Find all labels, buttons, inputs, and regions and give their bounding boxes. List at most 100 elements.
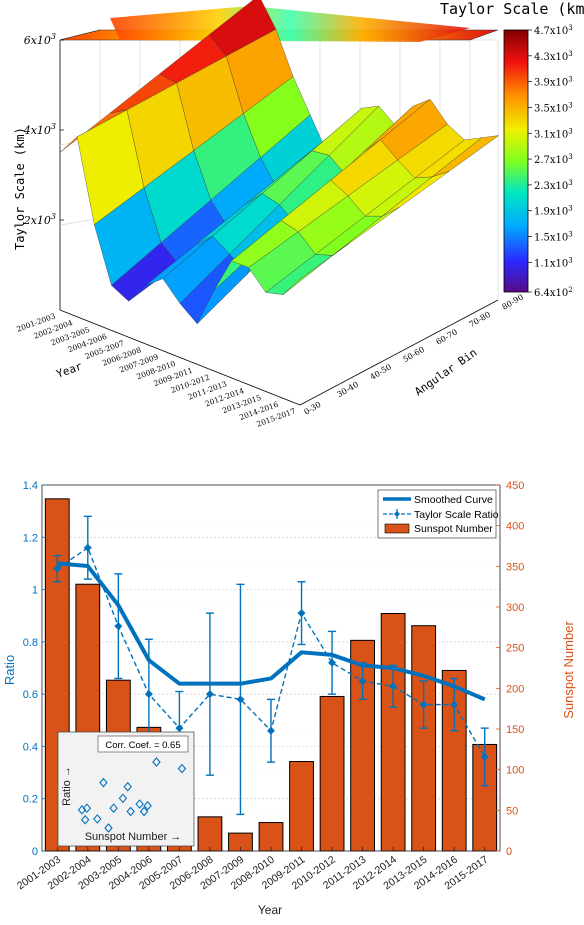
legend: Smoothed Curve Taylor Scale Ratio Sunspo… [377,489,499,539]
inset-point [135,799,144,809]
ratio-marker [419,700,428,709]
ratio-sunspot-chart: 0 0.2 0.4 0.6 0.8 1 1.2 1.4 0 50 100 150 200 250 300 3… [0,470,584,920]
colorbar [503,29,529,293]
ratio-marker [144,690,153,699]
ratio-marker [328,658,337,667]
angular-bin-tick-label: 30-40 [336,380,360,399]
left-tick-label: 0.6 [23,689,38,701]
ratio-marker [236,695,245,704]
surface-plot: Taylor Scale (km) 4.7x103 4.3x103 3.9x103 3… [13,0,584,429]
inset-point [99,777,108,788]
legend-sunspot-label: Sunspot Number [414,523,493,535]
surface [59,0,499,325]
right-tick-label: 200 [506,683,524,695]
inset-point [104,823,113,833]
ratio-marker [389,682,398,691]
right-axis-ticks: 0 50 100 150 200 250 300 350 400 450 [496,480,524,858]
inset-points [77,757,187,833]
sunspot-bar [319,695,345,852]
left-axis-label: Ratio [2,655,17,685]
angular-bin-tick-label: 40-50 [369,362,393,381]
left-tick-label: 0.4 [23,741,38,753]
ratio-marker [450,700,459,709]
year-axis-label: Year [55,359,85,380]
colorbar-title: Taylor Scale (km) [440,0,584,18]
colorbar-tick-label: 3.5x103 [534,101,573,114]
left-tick-label: 0.2 [23,794,38,806]
ratio-marker [83,543,92,552]
colorbar-tick-label: 2.7x103 [534,153,573,166]
z-axis-ticks: 2x103 4x103 6x103 [23,32,64,227]
legend-sunspot-swatch [384,523,410,534]
angular-bin-tick-label: 60-70 [435,327,459,346]
ratio-marker [205,690,214,699]
angular-bin-tick-label: 50-60 [402,345,426,364]
ratio-marker [175,724,184,733]
x-axis-label: Year [258,903,282,917]
right-tick-label: 50 [506,805,518,817]
ratio-marker [480,752,489,761]
colorbar-tick-label: 1.9x103 [534,205,573,218]
sunspot-bar [289,761,314,852]
taylor-scale-surface-chart: Taylor Scale (km) 4.7x103 4.3x103 3.9x103 3… [0,0,584,440]
right-tick-label: 350 [506,561,524,573]
inset-point [139,806,149,817]
colorbar-tick-label: 3.9x103 [534,76,573,89]
year-axis-ticks: 2001-20032002-20042003-20052004-20062005… [15,847,491,892]
inset-point [80,814,90,825]
left-tick-label: 1.4 [23,480,38,492]
right-tick-label: 450 [506,480,524,492]
inset-point [143,800,152,811]
z-axis-label: Taylor Scale (km) [13,127,27,250]
colorbar-tick-label: 1.1x103 [534,256,573,269]
right-tick-label: 0 [506,846,512,858]
sunspot-bar [380,613,406,852]
inset-x-label: Sunspot Number → [85,831,182,843]
left-tick-label: 1.2 [23,532,38,544]
left-tick-label: 0.8 [23,637,38,649]
ratio-marker [358,677,367,686]
right-tick-label: 250 [506,643,524,655]
ratio-sunspot-plot: 0 0.2 0.4 0.6 0.8 1 1.2 1.4 0 50 100 150 200 250 300 3… [2,480,576,917]
z-tick-label: 4x103 [23,122,56,137]
angular-bin-tick-label: 80-90 [501,292,525,311]
inset-point [93,814,102,824]
right-axis-label: Sunspot Number [561,621,576,719]
angular-bin-tick-label: 70-80 [468,310,492,329]
inset-point [126,806,135,817]
inset-point [123,781,132,792]
left-tick-label: 1 [32,585,38,597]
ratio-marker [297,609,306,618]
inset-point [77,805,87,815]
colorbar-ticks: 4.7x103 4.3x103 3.9x103 3.5x103 3.1x103 2.7x1… [528,24,573,299]
colorbar-tick-label: 3.1x103 [534,127,573,140]
ratio-marker [53,564,62,573]
inset-label-box [97,735,189,753]
inset-corr-label: Corr. Coef. = 0.65 [105,740,180,751]
inset-point [177,763,187,774]
top-projection-surface [110,6,470,42]
surface-patch [282,242,350,295]
colorbar-tick-label: 4.7x103 [534,24,573,37]
axes-box [59,29,499,406]
left-tick-label: 0 [32,846,38,858]
smoothed-line [57,561,486,702]
smoothed-curve [57,561,486,702]
sunspot-bar [197,816,223,852]
legend-smoothed-label: Smoothed Curve [414,494,493,506]
legend-ratio-marker [394,511,400,517]
colorbar-tick-label: 2.3x103 [534,179,573,192]
colorbar-tick-label: 1.5x103 [534,231,573,244]
right-tick-label: 300 [506,602,524,614]
ratio-marker [114,622,123,631]
inset-y-label: Ratio → [61,766,73,806]
inset-point [82,803,92,814]
right-tick-label: 400 [506,521,524,533]
sunspot-bar [258,822,284,852]
left-axis-ticks: 0 0.2 0.4 0.6 0.8 1 1.2 1.4 [23,480,46,858]
inset-scatter: Corr. Coef. = 0.65 Sunspot Number → Rati… [57,731,195,847]
right-tick-label: 150 [506,724,524,736]
z-tick-label: 6x103 [24,32,56,47]
inset-point [118,793,128,804]
